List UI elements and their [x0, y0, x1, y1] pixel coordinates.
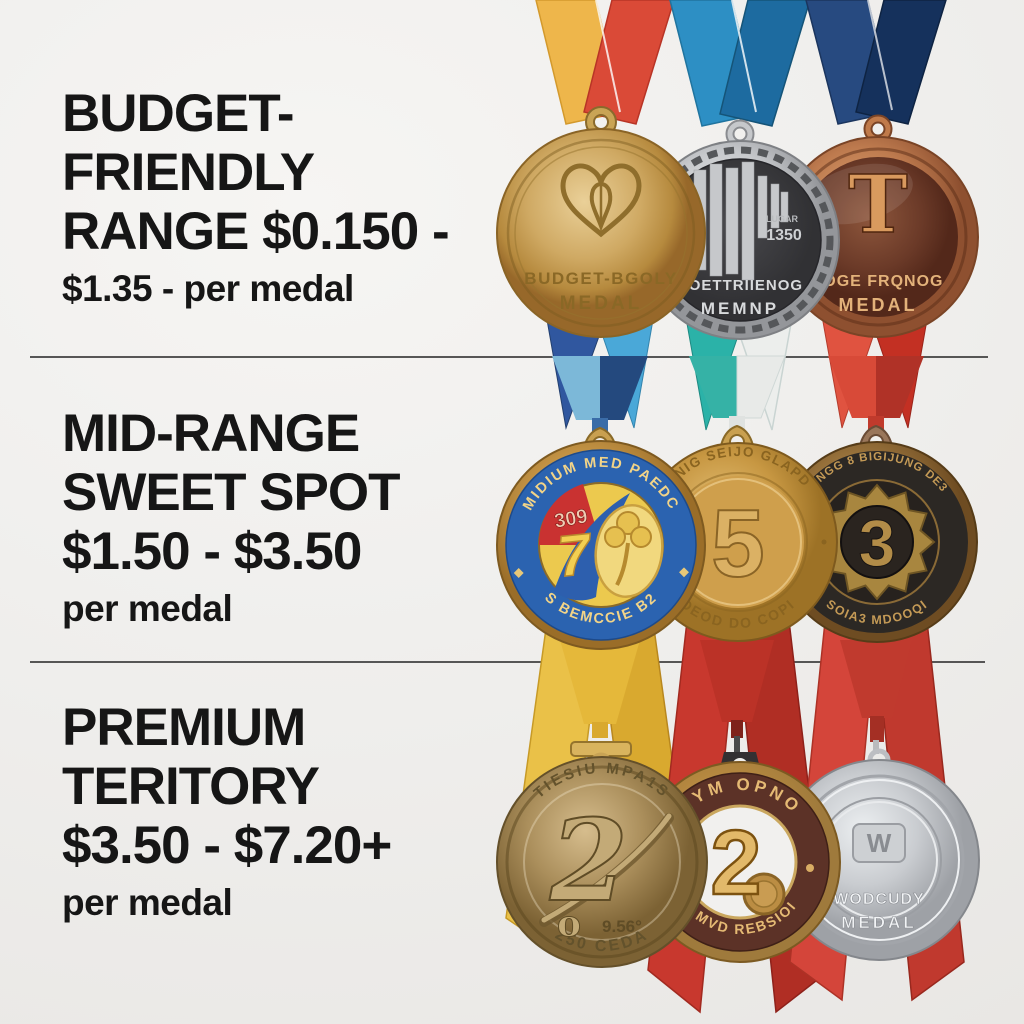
- section-heading-line: FRIENDLY: [62, 143, 315, 202]
- section-price-note: per medal: [62, 882, 233, 923]
- ribbon-v-two-blues: [669, 0, 811, 127]
- section-price-note: $1.35 - per medal: [62, 268, 354, 309]
- heart-icon: [560, 163, 642, 238]
- section-budget-friendly: BUDGET- FRIENDLY RANGE $0.150 - $1.35 - …: [62, 84, 450, 311]
- medal-gold-heart: BUDGET-BGOLY MEDAL: [496, 106, 706, 338]
- emblem-plate: [852, 823, 906, 863]
- section-premium: PREMIUM TERITORY $3.50 - $7.20+ per meda…: [62, 698, 392, 925]
- emblem-letter: W: [867, 828, 892, 858]
- medal-engraving: WODCUDY: [833, 891, 924, 908]
- section-mid-range: MID-RANGE SWEET SPOT $1.50 - $3.50 per m…: [62, 404, 400, 631]
- medal-silver-w: W WODCUDY MEDAL: [778, 748, 980, 961]
- medal-antique-two: TIESIU MPA1S 250 CEDA 2 o 9.56°: [496, 756, 708, 968]
- section-heading-line: MID-RANGE: [62, 404, 360, 463]
- medal-number: 1350: [766, 227, 802, 244]
- medal-engraving: MEDAL: [839, 295, 918, 315]
- medal-small-text: LUGAR: [766, 214, 798, 224]
- red-wedge: [538, 484, 601, 545]
- medal-digit: 5: [711, 490, 764, 597]
- section-heading-line: SWEET SPOT: [62, 463, 400, 522]
- medal-letter: T: [848, 157, 908, 251]
- divider-2: [30, 661, 985, 663]
- medal-engraving: MEMNP: [701, 299, 779, 318]
- ribbon-v-yellow-red: [535, 0, 675, 125]
- medal-digit: 2: [549, 796, 628, 927]
- medal-engraving: BUDGET-BGOLY: [524, 269, 677, 288]
- medal-engraving: SDGE FRQNOG: [812, 273, 943, 290]
- medal-enamel-clover: MIDIUM MED PAEDC S BEMCCIE B2 7 309: [496, 440, 706, 650]
- section-heading-line: TERITORY: [62, 757, 320, 816]
- medal-digit: 2: [710, 812, 761, 914]
- medal-engraving: MEDAL: [841, 913, 916, 932]
- medal-engraving: DOETTRIIENOG: [677, 277, 803, 294]
- medal-engraving: MEDAL: [560, 293, 643, 314]
- clover-icon: [604, 511, 652, 586]
- medal-digit: 7: [555, 521, 597, 589]
- section-price-note: per medal: [62, 588, 233, 629]
- section-heading-line: $3.50 - $7.20+: [62, 816, 392, 875]
- medal-dark-three: IUNGG 8 BIGIJUNG DE3 SOIA3 MDOOQI 3: [776, 441, 978, 643]
- section-heading-line: $1.50 - $3.50: [62, 522, 362, 581]
- medal-small-text: 9.56°: [602, 917, 642, 936]
- medal-digit: 3: [859, 506, 896, 580]
- bar-chart-emblem: [693, 161, 789, 281]
- section-heading-line: BUDGET-: [62, 84, 294, 143]
- medal-silver-bars: LUGAR 1350 DOETTRIIENOG MEMNP: [640, 119, 840, 340]
- section-heading-line: RANGE $0.150 -: [62, 202, 450, 261]
- ribbon-v-navy: [805, 0, 947, 125]
- medal-small-o: o: [557, 903, 581, 945]
- divider-1: [30, 356, 988, 358]
- section-heading-line: PREMIUM: [62, 698, 306, 757]
